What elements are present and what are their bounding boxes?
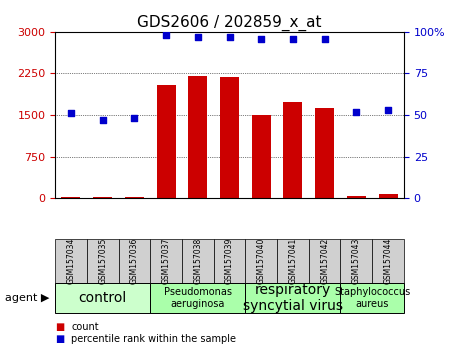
Point (353, 109, 360, 115)
Text: GSM157044: GSM157044 (384, 238, 392, 284)
Text: GSM157039: GSM157039 (225, 238, 234, 284)
Bar (252, 115, 271, 198)
Text: GSM157042: GSM157042 (320, 238, 329, 284)
Bar (62, 196, 80, 198)
Bar (220, 77, 239, 198)
Text: GSM157043: GSM157043 (352, 238, 361, 284)
Bar (315, 108, 334, 198)
Text: respiratory
syncytial virus: respiratory syncytial virus (243, 283, 343, 313)
Text: GSM157041: GSM157041 (288, 238, 297, 284)
Text: percentile rank within the sample: percentile rank within the sample (71, 334, 236, 344)
Text: ■: ■ (55, 334, 64, 344)
Text: Pseudomonas
aeruginosa: Pseudomonas aeruginosa (164, 287, 232, 309)
Bar (93, 197, 112, 198)
Title: GDS2606 / 202859_x_at: GDS2606 / 202859_x_at (137, 14, 322, 30)
Text: count: count (71, 322, 99, 332)
Point (99, 117, 106, 123)
Bar (347, 196, 366, 198)
Bar (379, 194, 397, 198)
Point (384, 107, 392, 113)
Bar (125, 197, 144, 198)
Text: agent ▶: agent ▶ (5, 293, 49, 303)
Point (321, 36, 328, 41)
Text: GSM157036: GSM157036 (130, 238, 139, 284)
Point (194, 34, 202, 40)
Text: GSM157037: GSM157037 (162, 238, 171, 284)
Text: GSM157040: GSM157040 (257, 238, 266, 284)
Point (257, 36, 265, 41)
Text: GSM157034: GSM157034 (67, 238, 75, 284)
Text: GSM157035: GSM157035 (98, 238, 107, 284)
Text: ■: ■ (55, 322, 64, 332)
Bar (188, 76, 207, 198)
Bar (283, 102, 302, 198)
Bar (157, 85, 176, 198)
Text: Staphylococcus
aureus: Staphylococcus aureus (334, 287, 410, 309)
Point (162, 32, 170, 38)
Point (67, 110, 75, 116)
Point (289, 36, 297, 41)
Text: control: control (78, 291, 127, 305)
Point (131, 115, 138, 121)
Point (226, 34, 233, 40)
Text: GSM157038: GSM157038 (193, 238, 202, 284)
